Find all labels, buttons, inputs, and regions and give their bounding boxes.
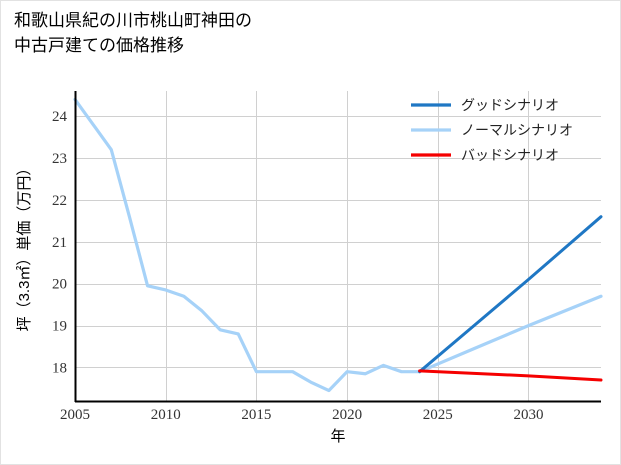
axis-spines — [74, 91, 601, 403]
y-tick-label: 18 — [52, 360, 67, 376]
x-tick-label: 2005 — [60, 407, 90, 423]
x-tick-labels: 2005 2010 2015 2020 2025 2030 — [60, 407, 543, 423]
x-tick-label: 2015 — [241, 407, 271, 423]
chart-title: 和歌山県紀の川市桃山町神田の 中古戸建ての価格推移 — [14, 11, 252, 55]
y-tick-labels: 18 19 20 21 22 23 24 — [52, 109, 68, 376]
y-tick-label: 24 — [52, 109, 68, 125]
series-line-bad — [418, 369, 603, 382]
y-tick-label: 21 — [52, 235, 67, 251]
y-tick-label: 20 — [52, 277, 67, 293]
x-tick-label: 2020 — [332, 407, 362, 423]
y-tick-label: 23 — [52, 151, 67, 167]
y-axis-label: 坪（3.3㎡）単価（万円） — [16, 161, 33, 332]
series-line-normal — [73, 97, 603, 393]
x-tick-label: 2030 — [513, 407, 543, 423]
y-tick-label: 22 — [52, 193, 67, 209]
legend-label: バッドシナリオ — [461, 147, 559, 163]
x-tick-label: 2010 — [151, 407, 181, 423]
series-line-good — [418, 215, 603, 374]
legend-label: グッドシナリオ — [461, 97, 559, 113]
x-tick-label: 2025 — [423, 407, 453, 423]
x-axis-label: 年 — [330, 428, 345, 445]
legend-label: ノーマルシナリオ — [461, 122, 573, 138]
series-group — [73, 97, 603, 393]
y-tick-label: 19 — [52, 319, 67, 335]
